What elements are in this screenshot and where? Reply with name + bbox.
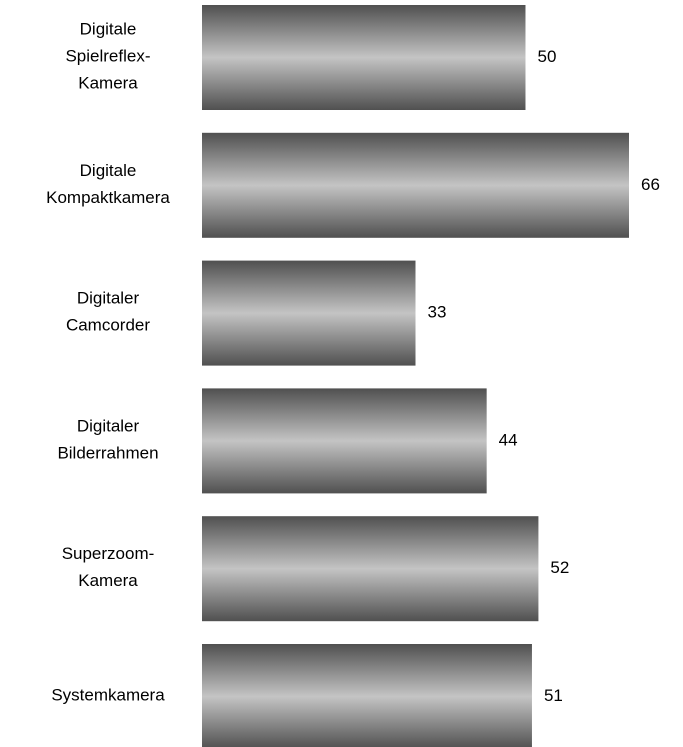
bar [202, 132, 629, 238]
value-label: 66 [641, 175, 660, 194]
category-label: Digitale Spielreflex-Kamera [65, 20, 150, 93]
category-label: Digitaler Bilderrahmen [57, 417, 158, 463]
value-label: 52 [550, 558, 569, 577]
category-label: Digitaler Camcorder [66, 289, 150, 335]
value-label: 44 [499, 430, 518, 449]
bar [202, 5, 526, 110]
category-label: Superzoom-Kamera [62, 545, 155, 591]
category-label: Digitale Kompaktkamera [46, 161, 170, 207]
bar [202, 644, 532, 747]
value-label: 33 [428, 303, 447, 322]
value-label: 51 [544, 686, 563, 705]
bar [202, 260, 416, 366]
value-label: 50 [537, 47, 556, 66]
category-label: Systemkamera [51, 686, 165, 705]
bar [202, 516, 539, 622]
bar [202, 388, 487, 494]
